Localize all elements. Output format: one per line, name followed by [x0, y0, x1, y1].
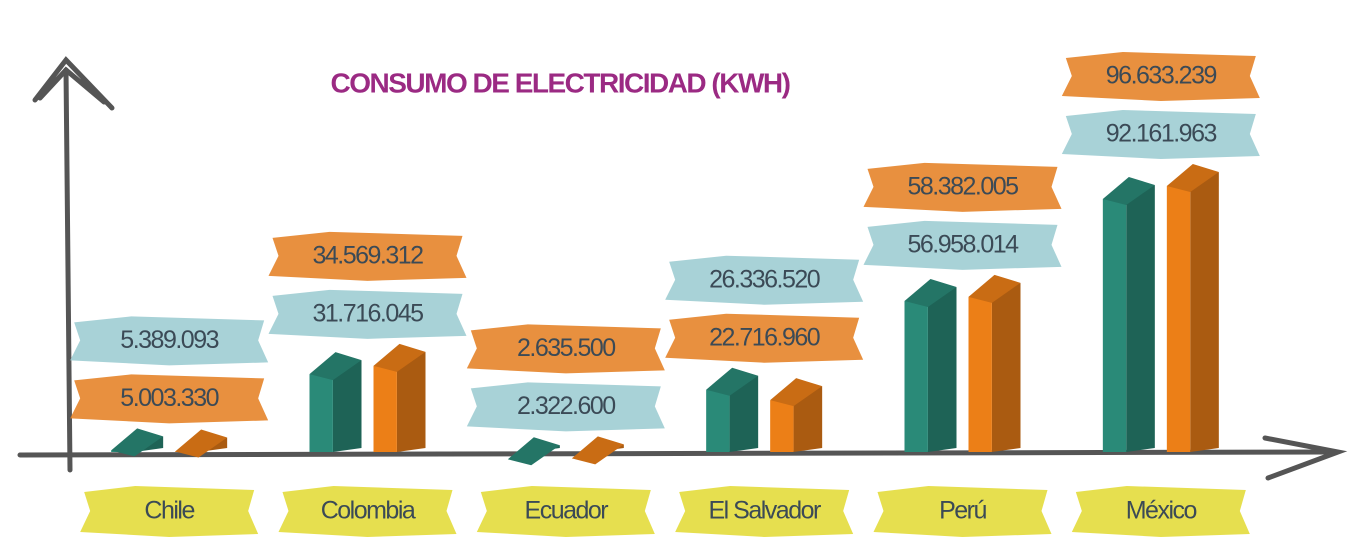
bar-side [793, 386, 823, 452]
x-tick-label: México [1126, 497, 1197, 525]
bar [1166, 186, 1191, 452]
x-tick-label: Perú [939, 497, 986, 525]
bar-top [1102, 176, 1155, 205]
x-tick-label: Ecuador [525, 497, 609, 525]
bar-side [991, 282, 1021, 452]
bar [968, 296, 992, 452]
value-label: 2.322.600 [517, 392, 615, 420]
bar-top [111, 428, 164, 457]
bar-top [706, 367, 759, 396]
value-label: 96.633.239 [1106, 62, 1217, 90]
bar-side [1126, 184, 1155, 453]
value-label-brush [70, 316, 269, 366]
value-label-brush [665, 255, 864, 305]
x-tick-label: Colombia [321, 497, 416, 525]
value-label-brush [1061, 52, 1260, 101]
bar-top [770, 378, 823, 407]
bar [770, 400, 794, 452]
value-label-brush [268, 231, 467, 281]
category-brush [675, 486, 854, 537]
y-axis [63, 67, 73, 473]
bar [1102, 198, 1127, 452]
value-label-brush [466, 324, 665, 374]
value-label: 5.389.093 [120, 326, 218, 354]
category-brush [476, 486, 655, 537]
bar [373, 365, 397, 452]
value-label-brush [268, 289, 467, 339]
chart-title: CONSUMO DE ELECTRICIDAD (KWH) [331, 67, 790, 98]
category-brush [1071, 486, 1250, 537]
bar-top [1166, 164, 1219, 192]
value-label-brush [466, 382, 665, 432]
bar-top [904, 278, 957, 307]
category-brush [278, 486, 457, 537]
bar [309, 374, 333, 452]
category-brush [80, 486, 259, 537]
bar-side [332, 360, 362, 452]
value-label: 92.161.963 [1106, 120, 1217, 148]
x-tick-label: Chile [144, 497, 194, 525]
bar-side [1190, 172, 1219, 452]
y-arrow [32, 56, 115, 111]
bar-side [396, 351, 426, 452]
value-label: 26.336.520 [709, 265, 820, 293]
value-label-brush [70, 374, 269, 424]
value-label: 2.635.500 [517, 334, 615, 362]
bar [706, 389, 730, 452]
x-axis [17, 449, 1333, 458]
bar-top [968, 274, 1021, 303]
bar-top [507, 437, 560, 466]
x-arrow [1262, 435, 1348, 481]
axes [17, 56, 1348, 481]
bar [904, 300, 928, 452]
bar-top [309, 352, 362, 381]
value-label: 5.003.330 [120, 384, 218, 412]
x-tick-label: El Salvador [708, 497, 821, 525]
bar-top [571, 436, 624, 465]
category-brush [873, 486, 1052, 537]
value-label: 34.569.312 [312, 241, 423, 269]
value-label: 58.382.005 [907, 172, 1018, 200]
bar-top [373, 343, 426, 372]
bar-side [927, 286, 957, 452]
value-label: 56.958.014 [907, 230, 1019, 258]
value-label: 31.716.045 [312, 299, 423, 327]
bar-top [175, 429, 228, 458]
value-label-brush [863, 220, 1062, 270]
value-label-brush [863, 162, 1062, 212]
value-label-brush [665, 313, 864, 363]
value-label: 22.716.960 [709, 323, 820, 351]
value-label-brush [1061, 110, 1260, 159]
bar-side [729, 375, 759, 452]
